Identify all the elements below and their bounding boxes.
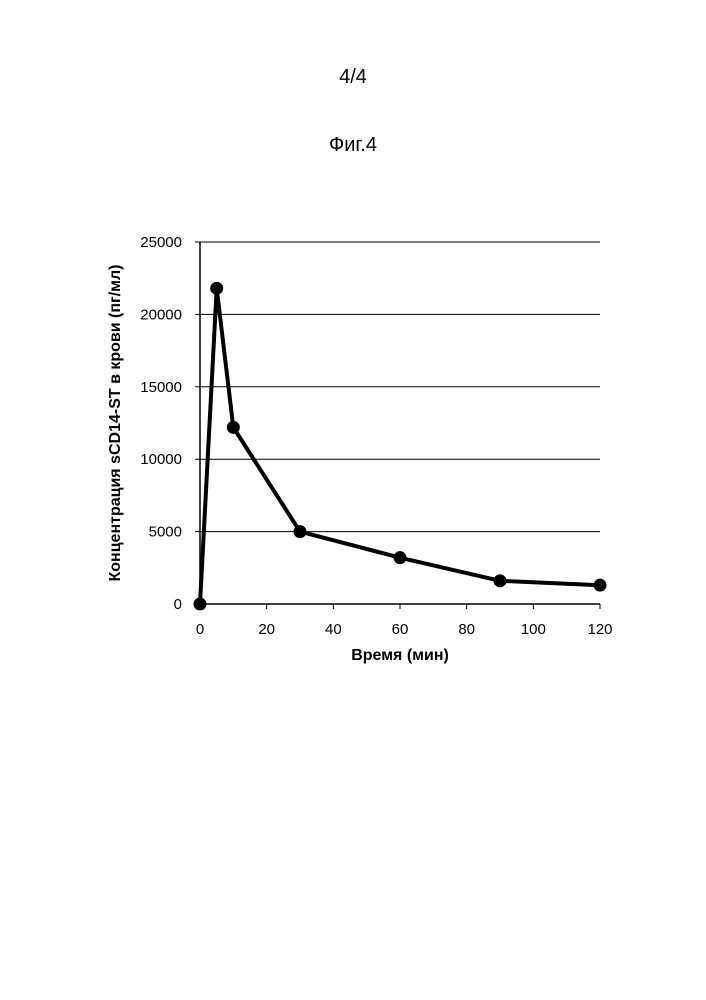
- data-point: [210, 282, 223, 295]
- x-axis-label: Время (мин): [351, 647, 449, 664]
- x-tick-label: 0: [196, 621, 204, 638]
- y-tick-labels: 0 5000 10000 15000 20000 25000: [140, 234, 200, 613]
- series: [194, 282, 607, 611]
- x-tick-label: 120: [587, 621, 612, 638]
- x-tick-label: 40: [325, 621, 342, 638]
- y-tick-label: 20000: [140, 306, 182, 323]
- y-tick-label: 10000: [140, 451, 182, 468]
- x-tick-label: 100: [521, 621, 546, 638]
- data-point: [227, 421, 240, 434]
- gridlines: [200, 242, 600, 532]
- data-point: [194, 598, 207, 611]
- data-point: [494, 574, 507, 587]
- data-point: [394, 551, 407, 564]
- x-tick-label: 80: [458, 621, 475, 638]
- y-axis-label: Концентрация sCD14-ST в крови (пг/мл): [107, 265, 124, 582]
- y-tick-label: 5000: [149, 524, 182, 541]
- y-tick-label: 0: [174, 596, 182, 613]
- x-tick-labels: 0 20 40 60 80 100 120: [196, 604, 613, 638]
- x-tick-label: 60: [392, 621, 409, 638]
- y-tick-label: 15000: [140, 379, 182, 396]
- y-tick-label: 25000: [140, 234, 182, 251]
- data-point: [594, 579, 607, 592]
- x-tick-label: 20: [258, 621, 275, 638]
- data-point: [294, 525, 307, 538]
